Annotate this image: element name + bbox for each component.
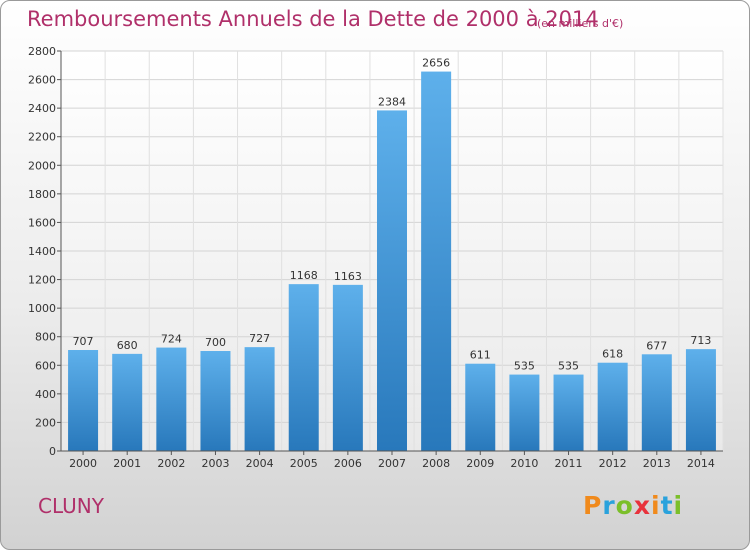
bar-2003 xyxy=(200,351,231,451)
x-tick-label-2010: 2010 xyxy=(510,457,538,470)
value-label-2000: 707 xyxy=(73,335,94,348)
value-label-2006: 1163 xyxy=(334,270,362,283)
y-tick-label: 1400 xyxy=(28,245,56,258)
bar-2010 xyxy=(509,374,540,451)
value-label-2011: 535 xyxy=(558,360,579,373)
x-tick-label-2007: 2007 xyxy=(378,457,406,470)
bar-2002 xyxy=(156,347,187,451)
y-tick-label: 400 xyxy=(35,388,56,401)
value-label-2013: 677 xyxy=(646,339,667,352)
x-tick-label-2009: 2009 xyxy=(466,457,494,470)
y-tick-label: 1800 xyxy=(28,188,56,201)
y-tick-label: 800 xyxy=(35,331,56,344)
logo-letter: P xyxy=(583,491,603,520)
y-tick-label: 2400 xyxy=(28,102,56,115)
y-tick-label: 2600 xyxy=(28,74,56,87)
x-tick-label-2008: 2008 xyxy=(422,457,450,470)
y-tick-label: 1000 xyxy=(28,302,56,315)
x-tick-label-2002: 2002 xyxy=(157,457,185,470)
y-tick-label: 600 xyxy=(35,359,56,372)
x-tick-label-2000: 2000 xyxy=(69,457,97,470)
value-label-2008: 2656 xyxy=(422,57,450,70)
bar-2011 xyxy=(553,374,584,451)
bar-2014 xyxy=(685,349,716,451)
bar-2008 xyxy=(421,71,452,452)
y-tick-label: 0 xyxy=(49,445,56,458)
value-label-2002: 724 xyxy=(161,333,182,346)
bar-2000 xyxy=(68,350,99,451)
value-label-2004: 727 xyxy=(249,332,270,345)
value-label-2005: 1168 xyxy=(290,269,318,282)
value-label-2012: 618 xyxy=(602,348,623,361)
x-tick-label-2014: 2014 xyxy=(687,457,715,470)
bar-2007 xyxy=(377,110,407,451)
bar-2001 xyxy=(112,353,143,451)
bar-2004 xyxy=(244,347,275,451)
x-tick-label-2011: 2011 xyxy=(555,457,583,470)
proxiti-logo[interactable]: Proxiti xyxy=(583,491,683,520)
x-tick-label-2006: 2006 xyxy=(334,457,362,470)
value-label-2014: 713 xyxy=(690,334,711,347)
y-tick-label: 1600 xyxy=(28,216,56,229)
value-label-2003: 700 xyxy=(205,336,226,349)
chart-subtitle: (en milliers d'€) xyxy=(537,17,624,30)
logo-letter: r xyxy=(602,491,616,520)
bar-2013 xyxy=(641,354,672,451)
logo-letter: i xyxy=(651,491,661,520)
value-label-2010: 535 xyxy=(514,360,535,373)
value-label-2009: 611 xyxy=(470,349,491,362)
bar-2005 xyxy=(288,284,319,451)
logo-letter: t xyxy=(660,491,674,520)
x-tick-label-2001: 2001 xyxy=(113,457,141,470)
logo-letter: o xyxy=(615,491,634,520)
x-tick-label-2004: 2004 xyxy=(246,457,274,470)
city-name: CLUNY xyxy=(38,494,104,518)
bar-2009 xyxy=(465,363,496,451)
x-tick-label-2003: 2003 xyxy=(201,457,229,470)
logo-letter: x xyxy=(633,491,651,520)
y-tick-label: 1200 xyxy=(28,274,56,287)
y-tick-label: 2000 xyxy=(28,159,56,172)
chart-title: Remboursements Annuels de la Dette de 20… xyxy=(27,7,599,31)
value-label-2001: 680 xyxy=(117,339,138,352)
bar-2006 xyxy=(332,284,363,451)
x-tick-label-2013: 2013 xyxy=(643,457,671,470)
value-label-2007: 2384 xyxy=(378,95,406,108)
y-tick-label: 200 xyxy=(35,416,56,429)
x-tick-label-2005: 2005 xyxy=(290,457,318,470)
logo-letter: i xyxy=(673,491,684,520)
bar-2012 xyxy=(597,362,628,451)
y-tick-label: 2200 xyxy=(28,131,56,144)
x-tick-label-2012: 2012 xyxy=(599,457,627,470)
y-tick-label: 2800 xyxy=(28,45,56,58)
